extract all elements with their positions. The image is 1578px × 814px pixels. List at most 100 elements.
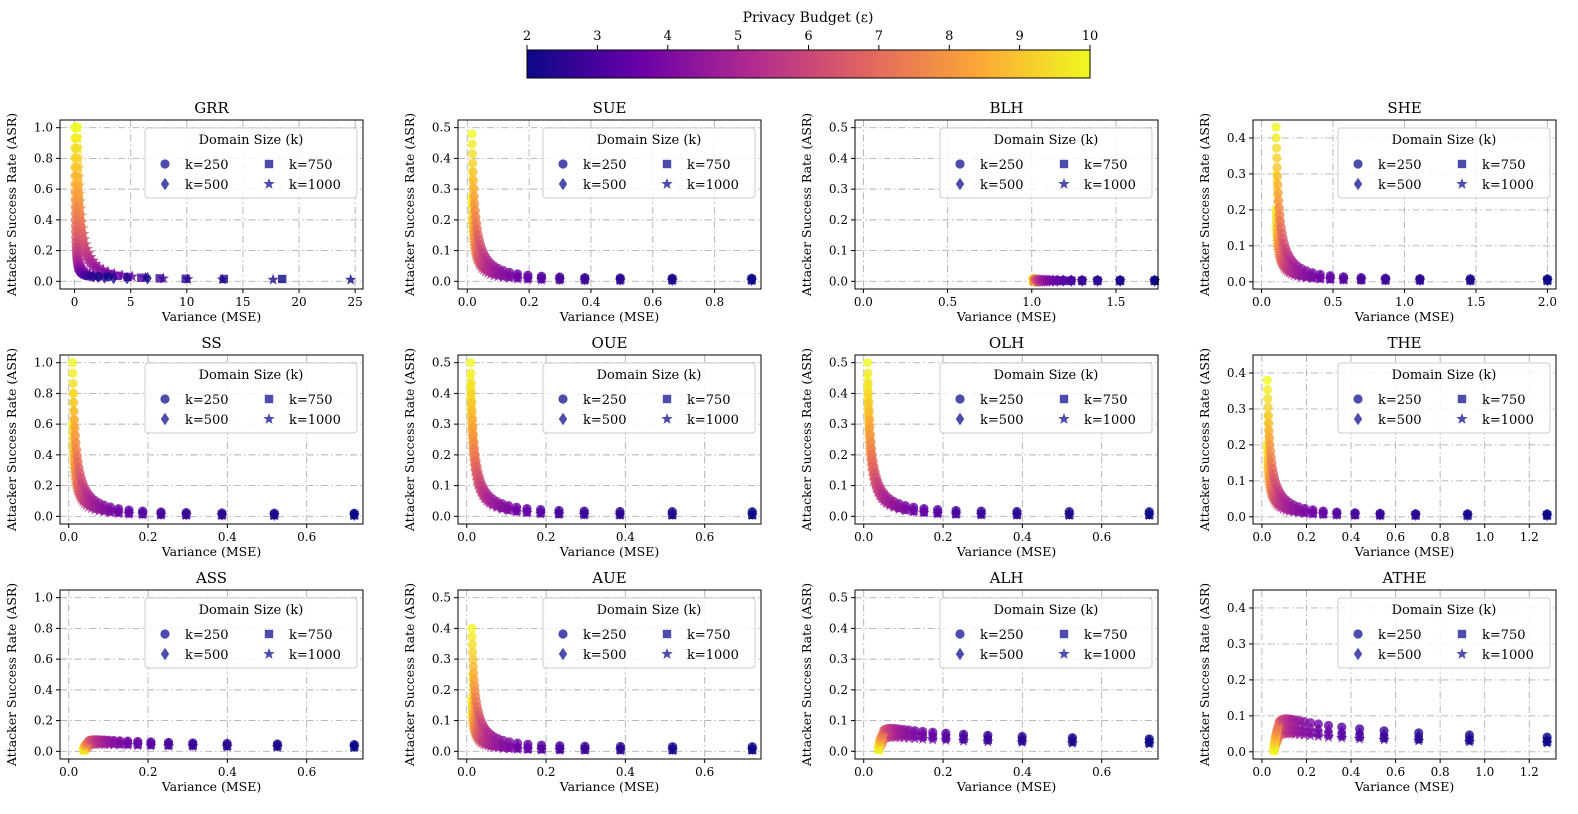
data-point — [1315, 269, 1325, 279]
legend-marker — [661, 178, 673, 189]
data-point — [667, 273, 677, 283]
y-tick-label: 0.3 — [829, 182, 848, 196]
data-point — [468, 655, 478, 665]
legend-entry-label: k=750 — [289, 628, 333, 643]
data-point — [95, 266, 104, 276]
x-axis-label: Variance (MSE) — [161, 309, 261, 324]
data-point — [1354, 724, 1365, 734]
legend-entry-label: k=250 — [980, 628, 1024, 643]
legend-title: Domain Size (k) — [199, 133, 304, 148]
data-point — [469, 184, 479, 194]
legend-entry-label: k=1000 — [289, 413, 341, 428]
legend-box — [542, 127, 756, 199]
legend-entry-label: k=500 — [980, 648, 1024, 663]
y-tick-label: 0.4 — [432, 386, 451, 400]
data-point — [1313, 719, 1323, 729]
colorbar: Privacy Budget (ε) 2 3 4 5 6 7 8 9 10 — [523, 10, 1098, 79]
data-point — [747, 742, 757, 752]
x-tick-label: 0.6 — [297, 530, 316, 544]
y-tick-label: 0.2 — [432, 448, 451, 462]
data-point — [267, 273, 279, 285]
data-point — [1414, 728, 1424, 738]
subplot-she: 0.0 0.5 1.0 1.5 2.0 0.0 0.1 0.2 0.3 0.4 Domain Siz… — [1197, 99, 1557, 324]
data-point — [1379, 726, 1389, 736]
y-tick-label: 0.2 — [1227, 438, 1246, 452]
legend-marker — [558, 629, 568, 639]
y-tick-label: 0.2 — [1227, 673, 1246, 687]
data-point — [146, 737, 156, 747]
data-point — [272, 739, 282, 749]
legend-marker — [1353, 629, 1363, 639]
data-point — [70, 423, 80, 433]
data-point — [344, 273, 357, 285]
y-tick-label: 0.2 — [829, 683, 848, 697]
y-tick-label: 0.4 — [829, 621, 848, 635]
data-point — [467, 129, 477, 139]
data-point — [900, 500, 911, 511]
data-point — [863, 378, 873, 388]
data-point — [1144, 507, 1154, 517]
legend-entry-label: k=1000 — [1084, 413, 1136, 428]
x-tick-label: 0.6 — [695, 530, 714, 544]
subplot-title: SHE — [1387, 99, 1421, 117]
y-tick-label: 0.4 — [1227, 131, 1246, 145]
x-tick-label: 0.4 — [616, 765, 635, 779]
y-tick-label: 0.4 — [1227, 601, 1246, 615]
legend: Domain Size (k) k=250 k=750 k=500 k=1000 — [144, 362, 358, 434]
subplot-olh: 0.0 0.2 0.4 0.6 0.0 0.1 0.2 0.3 0.4 0.5 Domain Siz… — [799, 334, 1159, 559]
subplot-title: OLH — [989, 334, 1024, 352]
data-point — [1323, 720, 1334, 731]
legend-marker — [160, 177, 170, 191]
subplot-title: ASS — [195, 569, 227, 587]
data-point — [983, 730, 993, 740]
legend-marker — [1456, 648, 1468, 659]
axes-frame — [59, 119, 364, 290]
legend-entry-label: k=500 — [185, 648, 229, 663]
data-point — [1415, 274, 1425, 284]
colorbar-tick-label: 7 — [875, 29, 883, 44]
data-point — [511, 502, 522, 512]
data-point — [1272, 171, 1283, 181]
y-tick-label: 0.0 — [1227, 510, 1246, 524]
legend-marker — [1353, 177, 1363, 191]
data-point — [864, 406, 874, 416]
data-point — [1380, 273, 1391, 283]
y-tick-label: 0.5 — [432, 356, 451, 370]
legend-marker — [662, 629, 672, 639]
legend-marker — [1059, 394, 1069, 404]
x-axis-label: Variance (MSE) — [956, 544, 1056, 559]
x-tick-label: 0.0 — [457, 530, 476, 544]
subplot-title: AUE — [591, 569, 626, 587]
legend-entry-label: k=250 — [583, 158, 627, 173]
data-point — [918, 726, 928, 737]
y-tick-label: 0.3 — [1227, 402, 1246, 416]
legend: Domain Size (k) k=250 k=750 k=500 k=1000 — [1337, 127, 1551, 199]
data-point — [467, 632, 477, 642]
x-axis-label: Variance (MSE) — [1354, 309, 1454, 324]
data-point — [467, 623, 477, 634]
data-point — [68, 358, 78, 368]
data-point — [865, 422, 875, 432]
y-axis-label: Attacker Success Rate (ASR) — [4, 348, 19, 532]
legend-box — [1337, 597, 1551, 669]
x-tick-label: 0.5 — [938, 295, 957, 309]
legend-title: Domain Size (k) — [597, 603, 702, 618]
colorbar-label: Privacy Budget (ε) — [743, 10, 874, 26]
data-point — [747, 507, 757, 517]
y-axis-label: Attacker Success Rate (ASR) — [1197, 583, 1212, 767]
legend-entry-label: k=1000 — [1084, 178, 1136, 193]
y-axis-label: Attacker Success Rate (ASR) — [799, 113, 814, 297]
data-point — [137, 273, 146, 282]
legend-entry-label: k=250 — [583, 628, 627, 643]
y-tick-label: 0.6 — [34, 652, 53, 666]
legend-marker — [661, 648, 673, 659]
legend-marker — [558, 159, 568, 169]
x-tick-label: 0.5 — [1323, 295, 1342, 309]
legend-marker — [1457, 394, 1467, 404]
axes-frame — [457, 119, 762, 290]
legend-marker — [558, 647, 568, 661]
x-tick-label: 0.2 — [1297, 530, 1316, 544]
legend-entry-label: k=250 — [185, 393, 229, 408]
y-tick-label: 0.0 — [432, 744, 451, 758]
y-tick-label: 0.4 — [432, 621, 451, 635]
